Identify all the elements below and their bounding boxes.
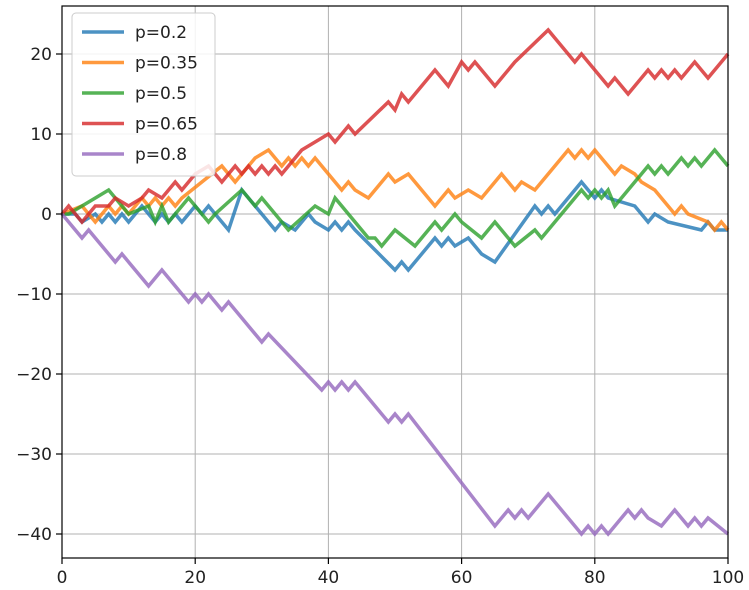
axis-ticks: 0 20 40 60 80 100 −40 −30 −20 −10 0 10 20	[16, 45, 744, 588]
plot-frame	[61, 5, 729, 559]
series-line	[60, 212, 730, 537]
legend-box	[71, 12, 216, 177]
series-lines	[60, 27, 730, 537]
series-line	[60, 27, 730, 225]
x-tick-label: 40	[318, 568, 340, 588]
legend-label: p=0.35	[135, 54, 198, 74]
x-tick-label: 100	[712, 568, 744, 588]
y-tick-label: 0	[41, 205, 52, 225]
y-tick-label: 10	[30, 125, 52, 145]
y-tick-label: −10	[16, 285, 52, 305]
legend-label: p=0.5	[135, 84, 187, 104]
x-tick-label: 60	[451, 568, 473, 588]
y-tick-label: −40	[16, 525, 52, 545]
x-tick-label: 0	[57, 568, 68, 588]
x-tick-label: 20	[184, 568, 206, 588]
series-line	[62, 179, 728, 273]
series-line	[62, 147, 730, 249]
legend-label: p=0.8	[135, 145, 187, 165]
y-tick-label: −20	[16, 365, 52, 385]
legend: p=0.2 p=0.35 p=0.5 p=0.65 p=0.8	[71, 12, 216, 177]
series-line	[61, 147, 730, 233]
y-tick-label: −30	[16, 445, 52, 465]
legend-label: p=0.65	[135, 115, 198, 135]
y-tick-label: 20	[30, 45, 52, 65]
legend-label: p=0.2	[135, 23, 187, 43]
x-tick-label: 80	[584, 568, 606, 588]
